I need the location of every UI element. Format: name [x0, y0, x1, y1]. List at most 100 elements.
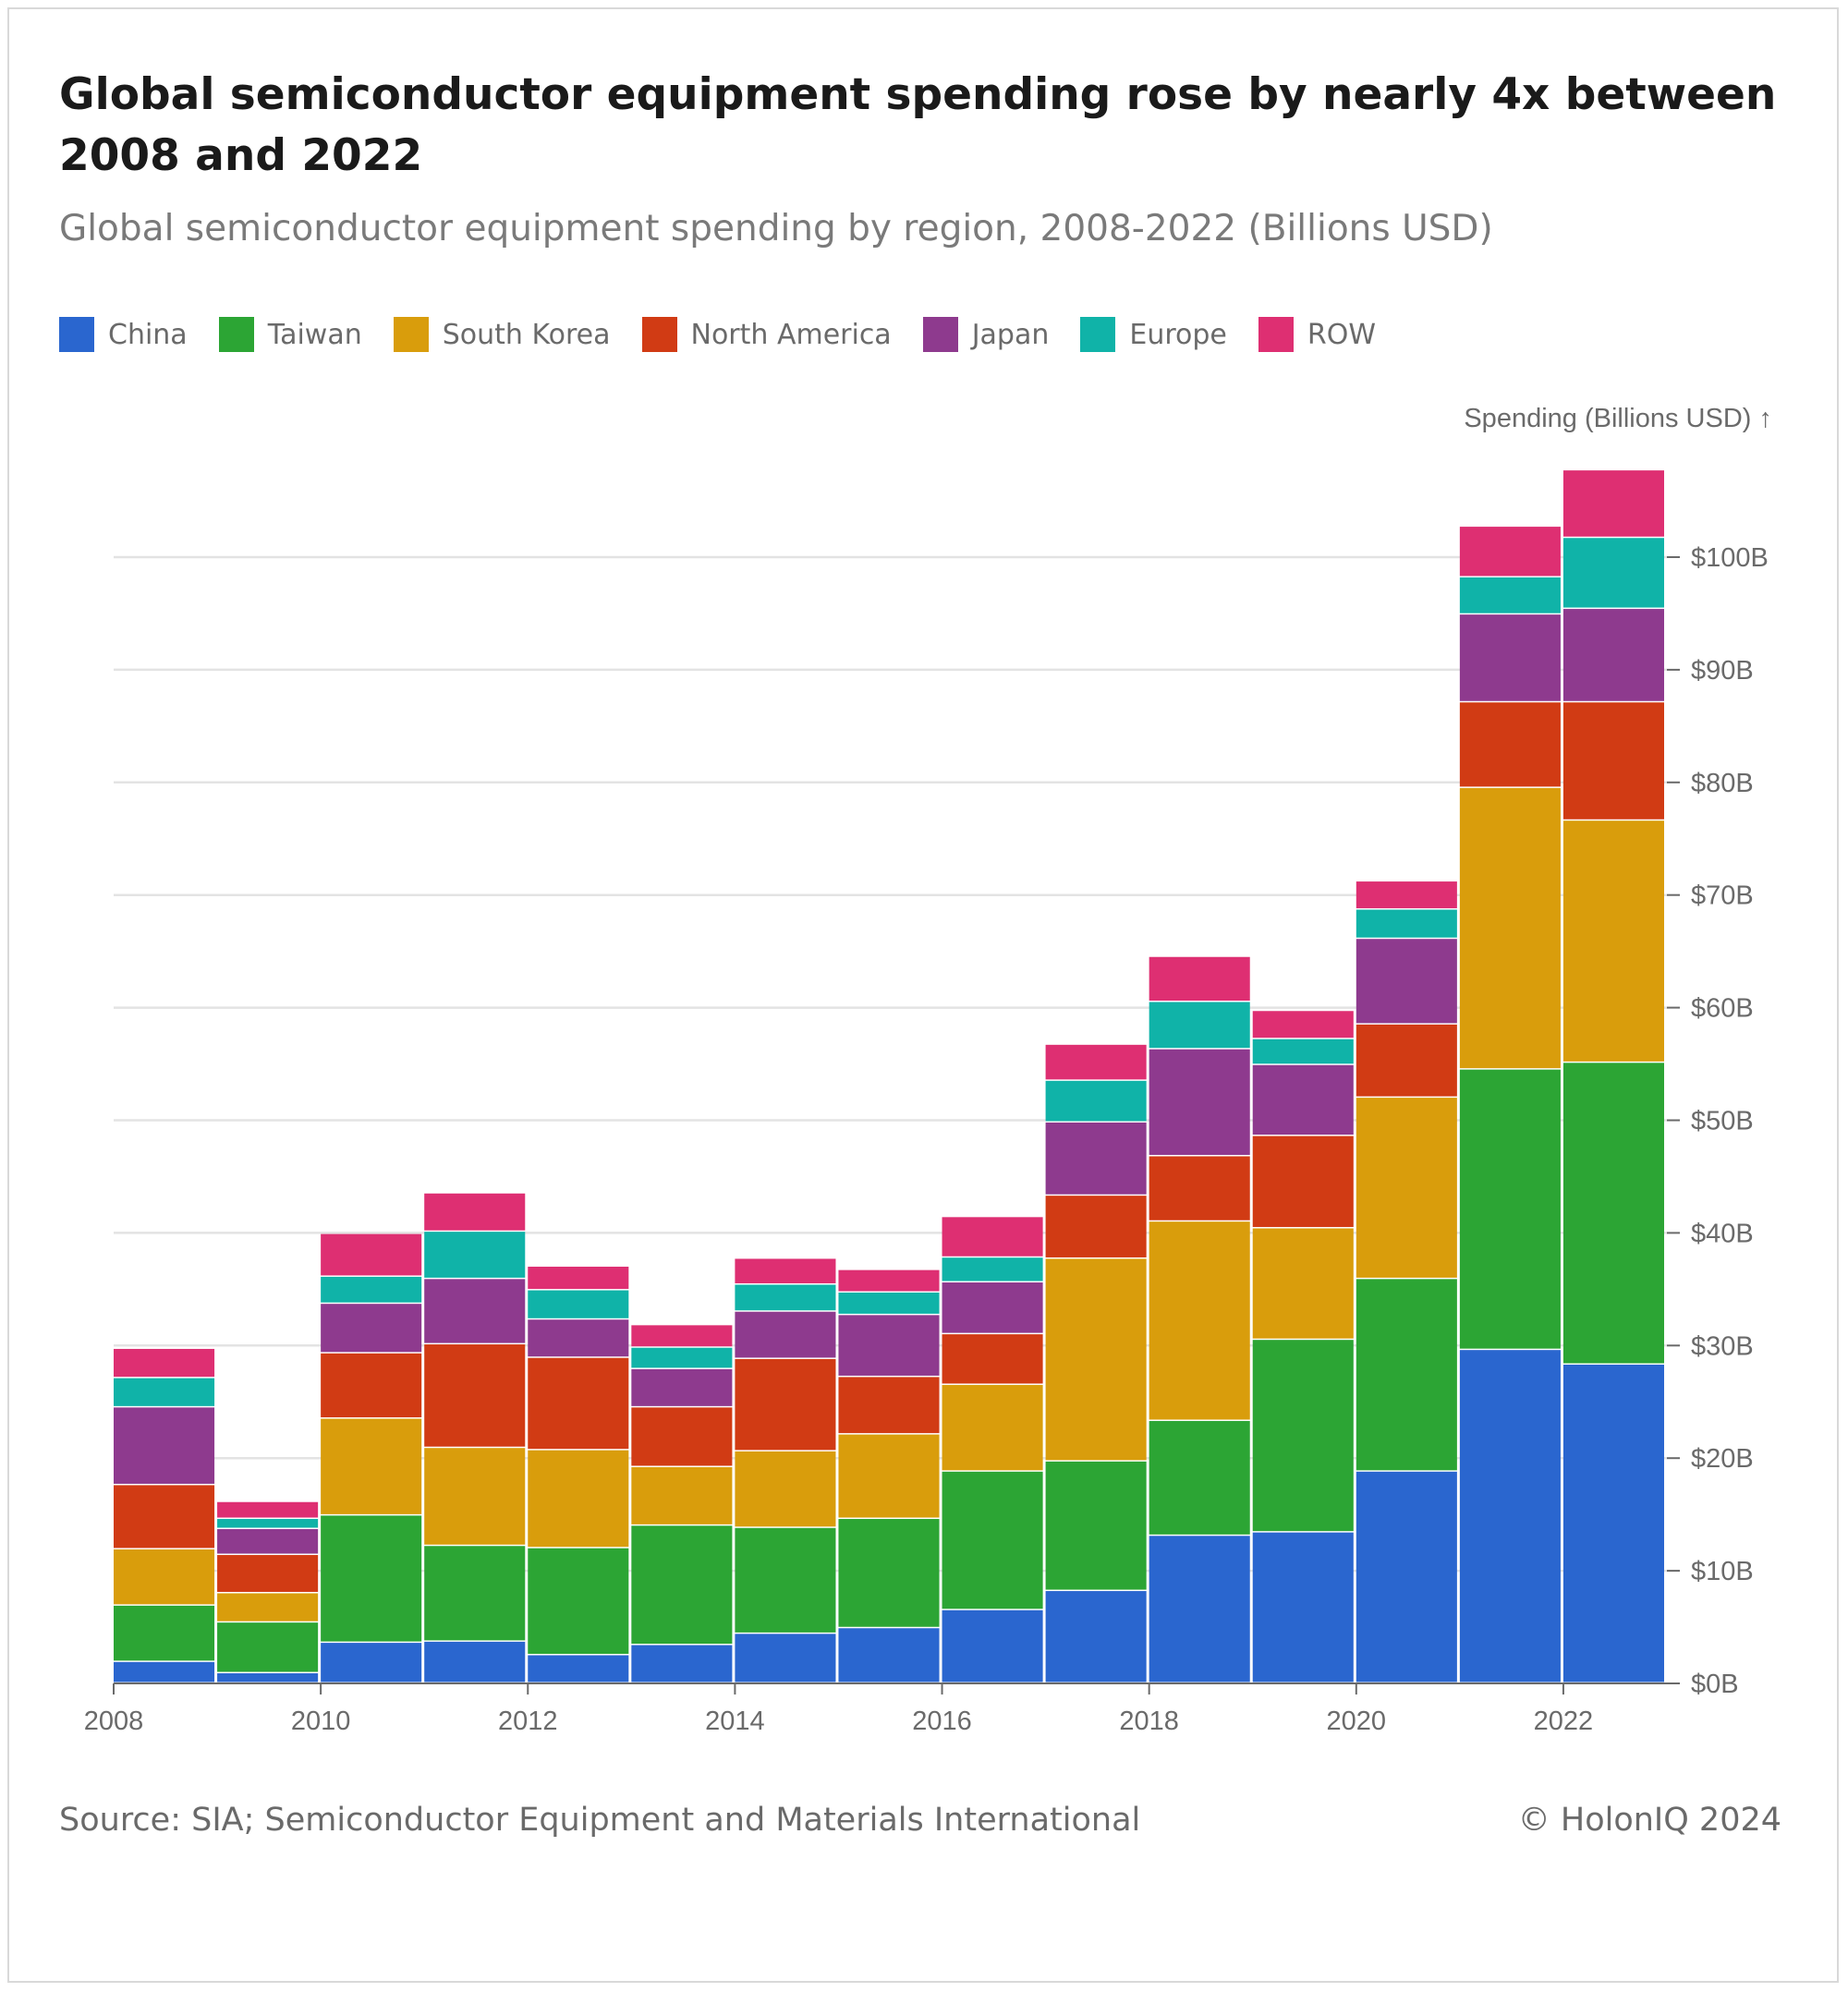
x-tick-label: 2020 [1327, 1707, 1387, 1736]
y-tick-label: $100B [1691, 543, 1769, 573]
bar-segment-2021-china [1459, 1350, 1561, 1682]
y-tick-label: $90B [1691, 656, 1754, 686]
legend-item-south-korea[interactable]: South Korea [393, 317, 611, 352]
bar-segment-2020-south-korea [1356, 1098, 1457, 1278]
bar-segment-2009-europe [217, 1519, 319, 1528]
bar-segment-2012-row [528, 1266, 629, 1290]
bar-segment-2013-japan [631, 1368, 733, 1406]
bar-segment-2019-row [1252, 1011, 1354, 1039]
bar-segment-2012-taiwan [528, 1548, 629, 1655]
bar-segment-2013-north-america [631, 1407, 733, 1466]
bar-segment-2014-europe [735, 1284, 836, 1311]
bar-segment-2016-japan [942, 1282, 1043, 1333]
bar-segment-2021-north-america [1459, 702, 1561, 787]
bar-segment-2019-north-america [1252, 1136, 1354, 1228]
x-tick-label: 2012 [498, 1707, 558, 1736]
bar-segment-2012-china [528, 1655, 629, 1682]
bar-segment-2009-row [217, 1501, 319, 1518]
legend-item-europe[interactable]: Europe [1080, 317, 1227, 352]
bar-segment-2022-europe [1562, 538, 1664, 608]
x-tick-label: 2016 [912, 1707, 972, 1736]
y-tick-label: $80B [1691, 769, 1754, 798]
bar-segment-2015-north-america [838, 1377, 940, 1434]
legend-item-china[interactable]: China [59, 317, 188, 352]
legend-swatch [59, 317, 94, 352]
y-tick-label: $40B [1691, 1219, 1754, 1248]
legend-item-taiwan[interactable]: Taiwan [218, 317, 362, 352]
bar-segment-2019-south-korea [1252, 1228, 1354, 1339]
y-tick-label: $50B [1691, 1107, 1754, 1136]
bar-segment-2022-japan [1562, 609, 1664, 701]
bar-segment-2020-japan [1356, 939, 1457, 1024]
bar-segment-2011-taiwan [424, 1546, 526, 1641]
bar-segment-2021-row [1459, 527, 1561, 577]
bar-segment-2008-taiwan [114, 1605, 215, 1661]
bar-segment-2018-china [1149, 1536, 1250, 1682]
source-note: Source: SIA; Semiconductor Equipment and… [59, 1802, 1141, 1839]
bar-segment-2009-china [217, 1673, 319, 1682]
legend-label: China [108, 318, 188, 351]
bar-segment-2015-taiwan [838, 1519, 940, 1627]
legend-label: Japan [971, 318, 1050, 351]
bar-segment-2016-europe [942, 1257, 1043, 1281]
bar-segment-2013-south-korea [631, 1466, 733, 1524]
bar-segment-2021-japan [1459, 614, 1561, 701]
bar-segment-2010-europe [321, 1276, 422, 1303]
bar-segment-2017-north-america [1045, 1196, 1147, 1257]
bar-segment-2010-south-korea [321, 1418, 422, 1514]
bar-segment-2015-japan [838, 1315, 940, 1376]
legend-item-north-america[interactable]: North America [641, 317, 892, 352]
bar-segment-2020-north-america [1356, 1024, 1457, 1097]
legend-label: North America [690, 318, 892, 351]
bar-segment-2017-china [1045, 1591, 1147, 1682]
bar-segment-2011-south-korea [424, 1448, 526, 1545]
bar-segment-2011-china [424, 1641, 526, 1682]
bar-segment-2010-north-america [321, 1353, 422, 1418]
bar-segment-2016-china [942, 1609, 1043, 1682]
bar-segment-2022-china [1562, 1365, 1664, 1682]
bar-segment-2010-row [321, 1233, 422, 1276]
bar-segment-2012-europe [528, 1290, 629, 1318]
y-tick-label: $0B [1691, 1670, 1739, 1699]
bar-segment-2009-taiwan [217, 1622, 319, 1672]
legend-label: Taiwan [267, 318, 362, 351]
bar-segment-2017-japan [1045, 1122, 1147, 1195]
legend-swatch [641, 317, 677, 352]
legend-item-japan[interactable]: Japan [922, 317, 1050, 352]
bar-segment-2018-taiwan [1149, 1420, 1250, 1535]
bar-segment-2011-europe [424, 1232, 526, 1278]
bar-segment-2014-south-korea [735, 1451, 836, 1527]
legend-swatch [1258, 317, 1294, 352]
bar-segment-2018-europe [1149, 1002, 1250, 1049]
bar-segment-2015-row [838, 1269, 940, 1292]
legend-swatch [1080, 317, 1116, 352]
bar-segment-2013-china [631, 1645, 733, 1682]
legend-item-row[interactable]: ROW [1258, 317, 1376, 352]
bar-segment-2022-taiwan [1562, 1063, 1664, 1364]
bar-segment-2019-taiwan [1252, 1340, 1354, 1532]
x-tick-label: 2014 [705, 1707, 765, 1736]
bar-segment-2010-taiwan [321, 1515, 422, 1642]
legend-swatch [218, 317, 254, 352]
bar-segment-2020-taiwan [1356, 1279, 1457, 1471]
bar-segment-2012-south-korea [528, 1450, 629, 1548]
bar-segment-2008-china [114, 1661, 215, 1682]
bar-segment-2018-row [1149, 956, 1250, 1002]
bar-segment-2021-europe [1459, 577, 1561, 613]
bar-segment-2014-japan [735, 1311, 836, 1358]
bar-segment-2020-europe [1356, 909, 1457, 938]
bar-segment-2012-japan [528, 1319, 629, 1357]
x-tick-label: 2022 [1534, 1707, 1594, 1736]
bar-segment-2021-taiwan [1459, 1069, 1561, 1349]
bar-segment-2014-row [735, 1258, 836, 1283]
bar-segment-2010-japan [321, 1304, 422, 1353]
bar-segment-2015-europe [838, 1293, 940, 1314]
bar-segment-2014-china [735, 1634, 836, 1682]
chart-title: Global semiconductor equipment spending … [59, 69, 1777, 181]
bar-segment-2011-north-america [424, 1344, 526, 1447]
bar-segment-2010-china [321, 1643, 422, 1682]
y-tick-label: $70B [1691, 881, 1754, 911]
bar-segment-2017-south-korea [1045, 1258, 1147, 1461]
bar-segment-2008-north-america [114, 1485, 215, 1549]
